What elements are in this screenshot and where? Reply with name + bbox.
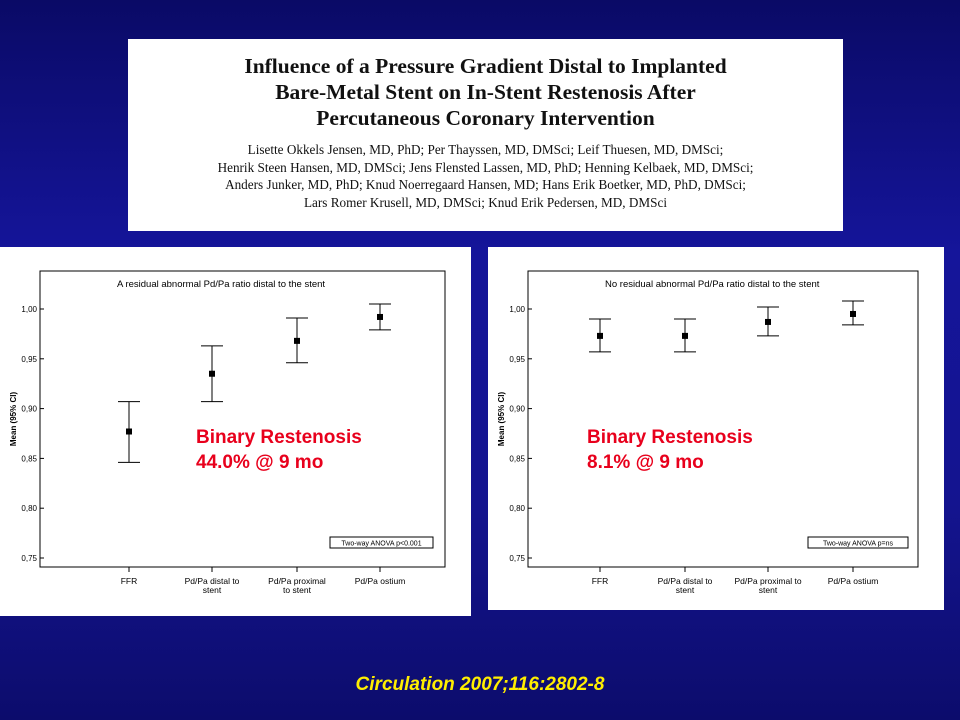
annotation-line: 44.0% @ 9 mo [196,452,324,473]
y-axis-label: Mean (95% CI) [497,392,506,447]
y-axis-label: Mean (95% CI) [9,392,18,447]
y-tick-label: 0,80 [509,504,525,513]
y-tick-label: 0,90 [509,405,525,414]
plot-frame [527,270,919,568]
x-tick-label: FFR [121,576,138,586]
chart-title: A residual abnormal Pd/Pa ratio distal t… [117,279,325,290]
paper-header: Influence of a Pressure Gradient Distal … [128,39,843,231]
chart-abnormal-pdpa: A residual abnormal Pd/Pa ratio distal t… [9,270,446,595]
author-line: Lisette Okkels Jensen, MD, PhD; Per Thay… [247,142,724,157]
chart-title: No residual abnormal Pd/Pa ratio distal … [605,279,820,290]
x-tick-label: Pd/Pa distal to [185,576,240,586]
x-tick-label: stent [676,585,695,595]
mean-marker [682,332,688,339]
paper-title-line: Bare-Metal Stent on In-Stent Restenosis … [275,80,696,104]
x-tick-label: FFR [592,576,609,586]
x-tick-label: Pd/Pa proximal to [734,576,801,586]
citation: Circulation 2007;116:2802-8 [355,674,605,695]
paper-title-line: Percutaneous Coronary Intervention [316,106,655,130]
annotation-restenosis-normal: Binary Restenosis 8.1% @ 9 mo [587,425,753,475]
stat-box-text: Two-way ANOVA p=ns [823,541,894,548]
author-line: Henrik Steen Hansen, MD, DMSci; Jens Fle… [217,159,754,175]
author-line: Lars Romer Krusell, MD, DMSci; Knud Erik… [304,194,667,210]
y-tick-label: 0,75 [21,554,37,563]
stat-box [329,536,434,549]
annotation-restenosis-abnormal: Binary Restenosis 44.0% @ 9 mo [196,425,362,475]
y-tick-label: 0,95 [21,355,37,364]
stat-box [807,536,909,549]
author-line: Anders Junker, MD, PhD; Knud Noerregaard… [225,177,746,192]
x-tick-label: Pd/Pa distal to [658,576,713,586]
plot-frame [39,270,446,568]
y-tick-label: 0,85 [21,454,37,463]
x-tick-label: stent [203,585,222,595]
x-tick-label: Pd/Pa proximal [268,576,326,586]
paper-title-line: Influence of a Pressure Gradient Distal … [244,54,727,78]
mean-marker [765,318,771,325]
x-tick-label: Pd/Pa ostium [828,576,879,586]
chart-normal-pdpa: No residual abnormal Pd/Pa ratio distal … [497,270,919,595]
annotation-line: Binary Restenosis [587,427,753,448]
paper-title: Influence of a Pressure Gradient Distal … [128,53,843,131]
y-tick-label: 1,00 [509,305,525,314]
mean-marker [209,370,215,377]
y-tick-label: 0,85 [509,454,525,463]
y-tick-label: 0,75 [509,554,525,563]
y-tick-label: 0,95 [509,355,525,364]
x-tick-label: Pd/Pa ostium [355,576,406,586]
y-tick-label: 0,80 [21,504,37,513]
mean-marker [850,310,856,317]
y-tick-label: 1,00 [21,305,37,314]
stat-box-text: Two-way ANOVA p<0.001 [341,541,421,548]
mean-marker [126,428,132,435]
paper-authors: Lisette Okkels Jensen, MD, PhD; Per Thay… [128,141,843,211]
x-tick-label: to stent [283,585,312,595]
chart-panel-normal: No residual abnormal Pd/Pa ratio distal … [488,247,944,610]
annotation-line: 8.1% @ 9 mo [587,452,704,473]
y-tick-label: 0,90 [21,405,37,414]
annotation-line: Binary Restenosis [196,427,362,448]
x-tick-label: stent [759,585,778,595]
chart-panel-abnormal: A residual abnormal Pd/Pa ratio distal t… [0,247,471,616]
mean-marker [597,332,603,339]
mean-marker [294,337,300,344]
mean-marker [377,313,383,320]
